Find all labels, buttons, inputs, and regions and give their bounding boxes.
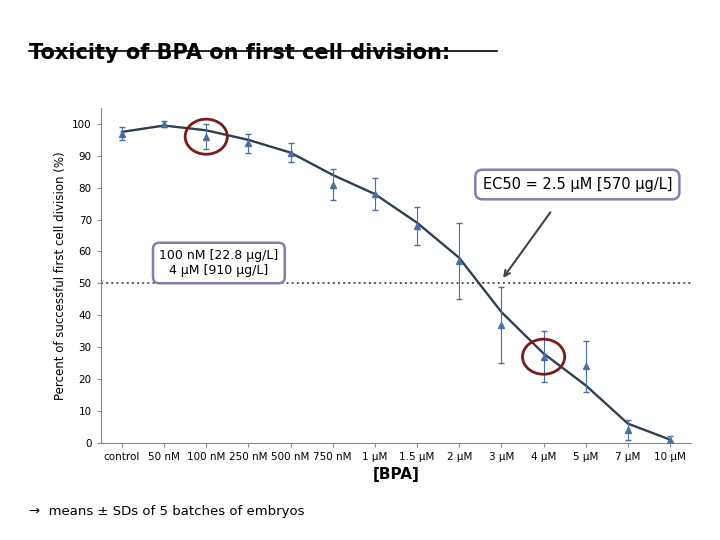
Text: EC50 = 2.5 μM [570 μg/L]: EC50 = 2.5 μM [570 μg/L] <box>482 177 672 192</box>
Text: →  means ± SDs of 5 batches of embryos: → means ± SDs of 5 batches of embryos <box>29 505 305 518</box>
Text: Toxicity of BPA on first cell division:: Toxicity of BPA on first cell division: <box>29 43 450 63</box>
X-axis label: [BPA]: [BPA] <box>372 468 420 482</box>
Y-axis label: Percent of successful first cell division (%): Percent of successful first cell divisio… <box>53 151 66 400</box>
Text: 100 nM [22.8 μg/L]
4 μM [910 μg/L]: 100 nM [22.8 μg/L] 4 μM [910 μg/L] <box>159 249 279 277</box>
